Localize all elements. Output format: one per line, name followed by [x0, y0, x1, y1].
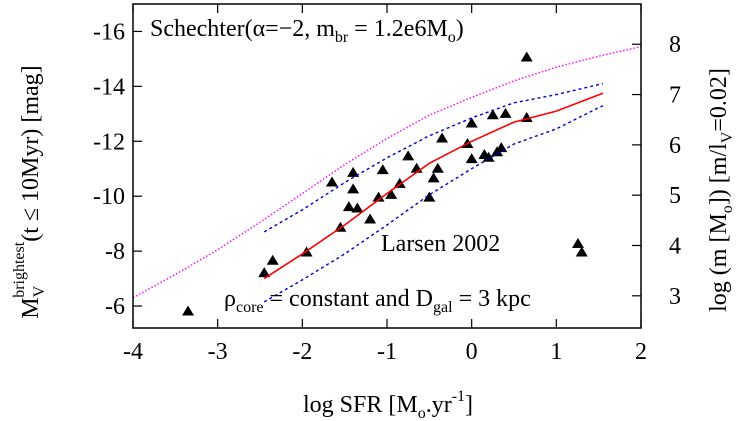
data-point-triangle: [486, 109, 499, 120]
data-point-triangle: [410, 162, 423, 173]
data-point-triangle: [499, 107, 512, 118]
x-tick-label: -3: [208, 339, 228, 365]
y-tick-label: -8: [105, 239, 125, 265]
y-tick-label: -10: [93, 184, 125, 210]
y-tick-label: -16: [93, 19, 125, 45]
data-point-triangle: [342, 201, 355, 212]
rho-core-annotation: ρcore = constant and Dgal = 3 kpc: [224, 286, 531, 316]
data-point-triangle: [325, 176, 338, 187]
x-tick-label: -2: [292, 339, 312, 365]
data-point-triangle: [376, 164, 389, 175]
data-point-triangle: [575, 246, 588, 257]
x-tick-label: 1: [550, 339, 562, 365]
schechter-annotation: Schechter(α=−2, mbr = 1.2e6Mo): [150, 16, 464, 46]
data-point-triangle: [385, 188, 398, 199]
y2-tick-label: 7: [669, 83, 681, 109]
y-tick-label: -12: [93, 129, 125, 155]
data-point-triangle: [182, 305, 195, 316]
median-line: [263, 92, 604, 280]
data-point-triangle: [465, 153, 478, 164]
data-point-triangle: [427, 172, 440, 183]
y2-tick-label: 3: [669, 284, 681, 310]
x-tick-label: -4: [123, 339, 143, 365]
x-tick-label: 2: [635, 339, 647, 365]
data-point-triangle: [266, 254, 279, 265]
y2-tick-label: 4: [669, 233, 681, 259]
data-point-triangle: [347, 166, 360, 177]
data-point-triangle: [423, 191, 436, 202]
y2-tick-label: 6: [669, 133, 681, 159]
legend-entry-larsen: Larsen 2002: [381, 231, 500, 257]
data-point-triangle: [258, 267, 271, 278]
data-point-triangle: [436, 132, 449, 143]
y-axis-title: MVbrightest(t ≤ 10Myr) [mag]: [11, 65, 48, 318]
data-point-triangle: [520, 51, 533, 62]
data-point-triangle: [431, 162, 444, 173]
y2-tick-label: 5: [669, 183, 681, 209]
y-tick-label: -14: [93, 74, 125, 100]
x-tick-label: 0: [466, 339, 478, 365]
upper-band: [263, 82, 604, 233]
data-point-triangle: [351, 202, 364, 213]
data-point-triangle: [465, 117, 478, 128]
legend-triangle-marker: [572, 238, 584, 248]
y2-axis-title: log (m [Mo]) [m/lV=0.02]: [706, 68, 736, 312]
y-tick-label: -6: [105, 294, 125, 320]
x-axis-title: log SFR [Mo.yr-1]: [303, 388, 473, 421]
x-tick-label: -1: [377, 339, 397, 365]
schechter-line: [132, 45, 642, 299]
data-point-triangle: [402, 150, 415, 161]
data-point-triangle: [364, 213, 377, 224]
data-point-triangle: [347, 183, 360, 194]
data-point-triangle: [393, 177, 406, 188]
plot-frame: [132, 3, 642, 329]
data-point-triangle: [372, 191, 385, 202]
y2-tick-label: 8: [669, 32, 681, 58]
lower-band: [263, 104, 604, 303]
data-point-triangle: [482, 151, 495, 162]
chart-marks: [132, 45, 642, 316]
